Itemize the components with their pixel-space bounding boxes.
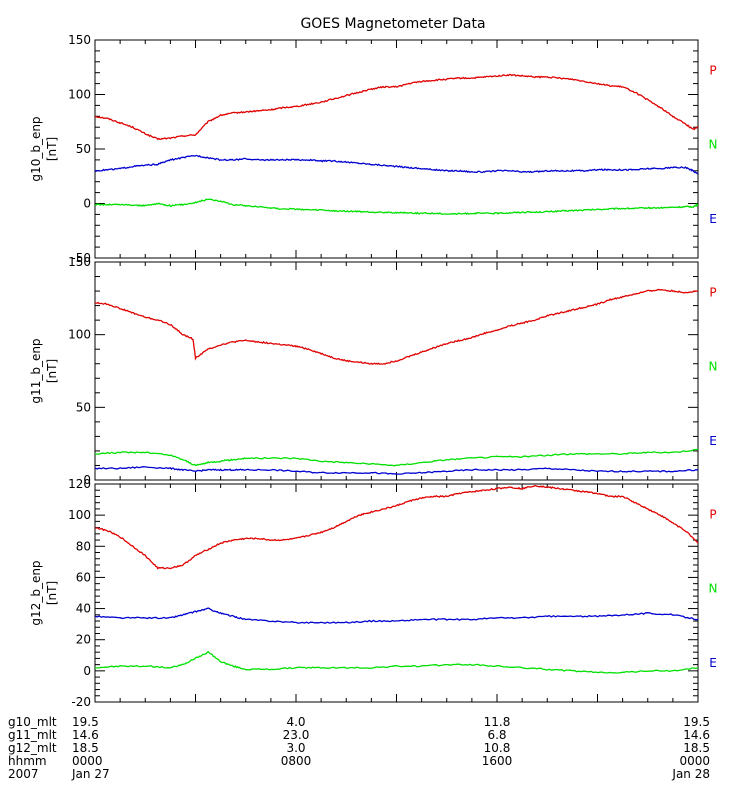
footer-row-label: g10_mlt (8, 715, 57, 729)
footer-value: 4.0 (286, 715, 305, 729)
footer-value: 11.8 (484, 715, 511, 729)
footer-row-label: g11_mlt (8, 728, 57, 742)
legend-E: E (709, 212, 717, 226)
footer-value: 18.5 (72, 741, 99, 755)
y-axis-units: [nT] (45, 137, 59, 161)
y-axis-label: g11_b_enp (29, 338, 43, 403)
footer-value: 0000 (72, 754, 103, 768)
footer-value: 14.6 (683, 728, 710, 742)
footer-value: 0000 (679, 754, 710, 768)
legend-P: P (709, 508, 716, 522)
footer-value: 10.8 (484, 741, 511, 755)
y-tick-label: -20 (71, 695, 91, 709)
y-axis-label: g12_b_enp (29, 560, 43, 625)
y-tick-label: 0 (83, 664, 91, 678)
y-tick-label: 20 (76, 633, 91, 647)
y-tick-label: 100 (68, 508, 91, 522)
series-g11-N (95, 448, 698, 467)
series-g10-N (95, 198, 698, 216)
y-axis-label: g10_b_enp (29, 116, 43, 181)
y-tick-label: 0 (83, 197, 91, 211)
footer-value: 3.0 (286, 741, 305, 755)
series-g11-E (95, 466, 698, 475)
footer-value: Jan 27 (71, 767, 110, 781)
y-tick-label: 80 (76, 539, 91, 553)
panel-g12: -20 0 20 40 60 80 100 120 g12_b_enp [nT] P N E (29, 477, 717, 709)
series-g12-N (95, 650, 698, 674)
series-g11-P (95, 288, 698, 365)
y-tick-label: 100 (68, 88, 91, 102)
series-g12-P (95, 484, 698, 570)
panel-g10: -50 0 50 100 150 g10_b_enp [nT] P N E (29, 33, 717, 265)
footer-row-label: g12_mlt (8, 741, 57, 755)
footer-row-label: 2007 (8, 767, 39, 781)
series-g10-E (95, 154, 698, 175)
panel-frame (94, 483, 699, 703)
y-tick-label: 120 (68, 477, 91, 491)
footer-value: 6.8 (487, 728, 506, 742)
y-tick-label: 100 (68, 328, 91, 342)
y-tick-label: 0 (83, 473, 91, 487)
panel-frame (94, 261, 699, 481)
footer-value: Jan 28 (671, 767, 710, 781)
legend-E: E (709, 656, 717, 670)
footer-value: 18.5 (683, 741, 710, 755)
footer-value: 19.5 (72, 715, 99, 729)
legend-N: N (709, 138, 718, 152)
y-tick-label: 50 (76, 400, 91, 414)
footer-value: 19.5 (683, 715, 710, 729)
y-tick-label: 40 (76, 602, 91, 616)
footer-value: 23.0 (283, 728, 310, 742)
footer-value: 1600 (482, 754, 513, 768)
legend-N: N (709, 360, 718, 374)
panel-frame (94, 39, 699, 259)
y-tick-label: 150 (68, 33, 91, 47)
legend-P: P (709, 286, 716, 300)
panel-g11: 0 50 100 150 g11_b_enp [nT] P N E (29, 255, 717, 487)
legend-N: N (709, 582, 718, 596)
y-axis-units: [nT] (45, 359, 59, 383)
legend-P: P (709, 64, 716, 78)
series-g10-P (95, 73, 698, 141)
y-tick-label: 150 (68, 255, 91, 269)
footer-value: 14.6 (72, 728, 99, 742)
footer-value: 0800 (281, 754, 312, 768)
y-tick-label: 60 (76, 570, 91, 584)
legend-E: E (709, 434, 717, 448)
footer-row-label: hhmm (8, 754, 47, 768)
y-tick-label: 50 (76, 142, 91, 156)
y-axis-units: [nT] (45, 581, 59, 605)
y-tick-label: -50 (71, 251, 91, 265)
series-g12-E (95, 607, 698, 624)
chart-title: GOES Magnetometer Data (300, 16, 485, 32)
